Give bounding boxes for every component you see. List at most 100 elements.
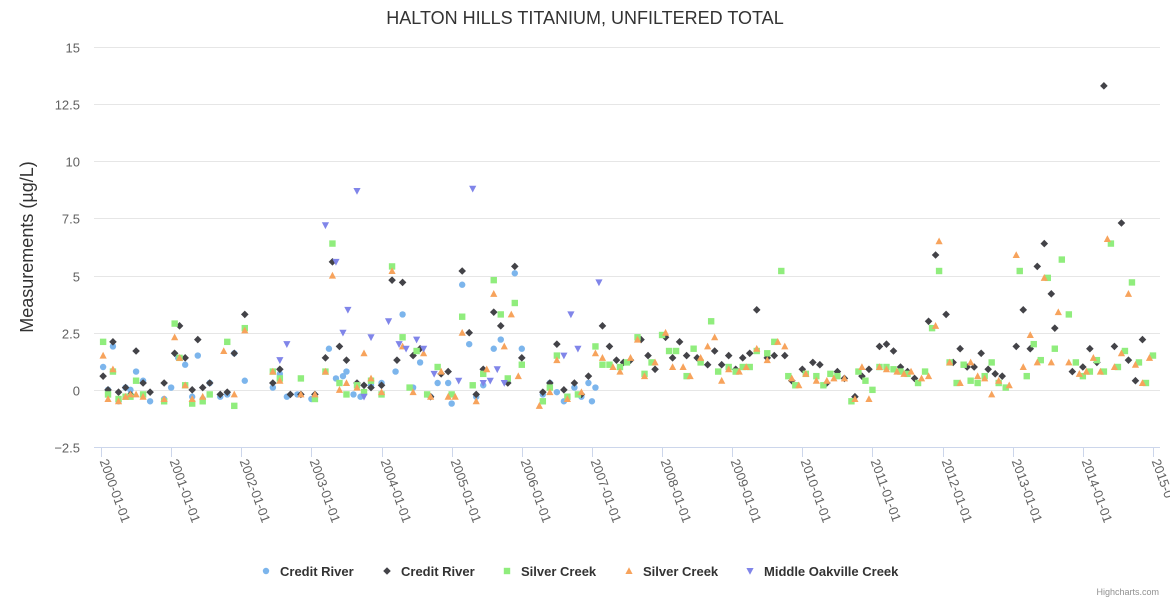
data-point[interactable]	[598, 354, 607, 361]
data-point[interactable]	[321, 367, 330, 375]
data-point[interactable]	[231, 402, 238, 410]
data-point[interactable]	[1047, 358, 1055, 366]
data-point[interactable]	[984, 365, 992, 374]
data-point[interactable]	[1100, 82, 1108, 90]
data-point[interactable]	[675, 338, 684, 346]
data-point[interactable]	[570, 379, 579, 387]
data-point[interactable]	[160, 395, 168, 402]
data-point[interactable]	[342, 356, 351, 364]
data-point[interactable]	[1023, 372, 1030, 380]
data-point[interactable]	[917, 374, 926, 382]
data-point[interactable]	[328, 271, 337, 279]
data-point[interactable]	[535, 402, 543, 409]
data-point[interactable]	[1051, 324, 1059, 332]
data-point[interactable]	[900, 370, 908, 377]
data-point[interactable]	[518, 361, 526, 368]
data-point[interactable]	[444, 367, 452, 376]
data-point[interactable]	[1065, 311, 1073, 318]
data-point[interactable]	[974, 372, 982, 380]
data-point[interactable]	[585, 379, 592, 387]
data-point[interactable]	[167, 384, 175, 391]
data-point[interactable]	[276, 376, 284, 384]
data-point[interactable]	[595, 279, 603, 287]
data-point[interactable]	[1093, 356, 1101, 364]
data-point[interactable]	[1114, 363, 1122, 371]
data-point[interactable]	[104, 395, 112, 402]
data-point[interactable]	[1096, 367, 1104, 375]
data-point[interactable]	[181, 361, 189, 368]
data-point[interactable]	[1037, 356, 1044, 364]
data-point[interactable]	[434, 379, 441, 387]
data-point[interactable]	[921, 368, 929, 375]
data-point[interactable]	[343, 391, 350, 398]
data-point[interactable]	[848, 398, 855, 405]
data-point[interactable]	[995, 376, 1003, 384]
data-point[interactable]	[114, 397, 123, 405]
data-point[interactable]	[367, 334, 375, 342]
data-point[interactable]	[816, 360, 824, 369]
data-point[interactable]	[223, 388, 232, 396]
data-point[interactable]	[437, 367, 445, 375]
data-point[interactable]	[707, 318, 715, 325]
data-point[interactable]	[1124, 290, 1133, 297]
data-point[interactable]	[377, 388, 386, 396]
data-point[interactable]	[193, 335, 202, 344]
data-point[interactable]	[546, 384, 554, 391]
data-point[interactable]	[504, 375, 511, 382]
data-point[interactable]	[444, 379, 452, 387]
data-point[interactable]	[465, 328, 474, 337]
data-point[interactable]	[132, 368, 140, 375]
data-point[interactable]	[792, 382, 799, 389]
data-point[interactable]	[858, 363, 866, 370]
data-point[interactable]	[981, 374, 989, 382]
data-point[interactable]	[609, 363, 617, 370]
data-point[interactable]	[1079, 363, 1087, 371]
legend-symbol[interactable]	[383, 567, 391, 575]
data-point[interactable]	[139, 379, 147, 387]
data-point[interactable]	[616, 363, 624, 371]
data-point[interactable]	[592, 384, 599, 391]
data-point[interactable]	[392, 368, 399, 375]
data-point[interactable]	[907, 367, 915, 375]
data-point[interactable]	[469, 382, 476, 389]
data-point[interactable]	[574, 345, 582, 353]
data-point[interactable]	[697, 359, 704, 366]
data-point[interactable]	[682, 351, 691, 360]
data-point[interactable]	[1117, 219, 1126, 227]
data-point[interactable]	[977, 349, 985, 358]
data-point[interactable]	[402, 345, 410, 353]
legend-symbol[interactable]	[746, 568, 754, 575]
data-point[interactable]	[668, 354, 677, 362]
data-point[interactable]	[778, 267, 785, 275]
data-point[interactable]	[553, 340, 561, 348]
data-point[interactable]	[658, 331, 666, 339]
data-point[interactable]	[788, 374, 796, 382]
data-point[interactable]	[507, 310, 515, 318]
data-point[interactable]	[840, 374, 849, 382]
data-point[interactable]	[395, 341, 403, 348]
data-point[interactable]	[472, 397, 480, 405]
data-point[interactable]	[703, 360, 712, 369]
data-point[interactable]	[1075, 370, 1083, 377]
data-point[interactable]	[276, 365, 284, 374]
data-point[interactable]	[126, 390, 135, 398]
data-point[interactable]	[336, 379, 343, 387]
data-point[interactable]	[605, 342, 614, 351]
data-point[interactable]	[679, 363, 687, 370]
data-point[interactable]	[416, 344, 424, 353]
data-point[interactable]	[353, 383, 361, 391]
data-point[interactable]	[785, 372, 792, 380]
data-point[interactable]	[514, 372, 522, 380]
data-point[interactable]	[1019, 363, 1027, 370]
data-point[interactable]	[339, 329, 347, 337]
data-point[interactable]	[490, 276, 497, 284]
data-point[interactable]	[286, 390, 295, 399]
data-point[interactable]	[770, 351, 779, 360]
data-point[interactable]	[1124, 356, 1133, 364]
data-point[interactable]	[812, 376, 820, 384]
data-point[interactable]	[953, 379, 960, 387]
data-point[interactable]	[511, 270, 518, 277]
data-point[interactable]	[479, 365, 488, 374]
data-point[interactable]	[1145, 354, 1154, 361]
data-point[interactable]	[1135, 359, 1143, 366]
